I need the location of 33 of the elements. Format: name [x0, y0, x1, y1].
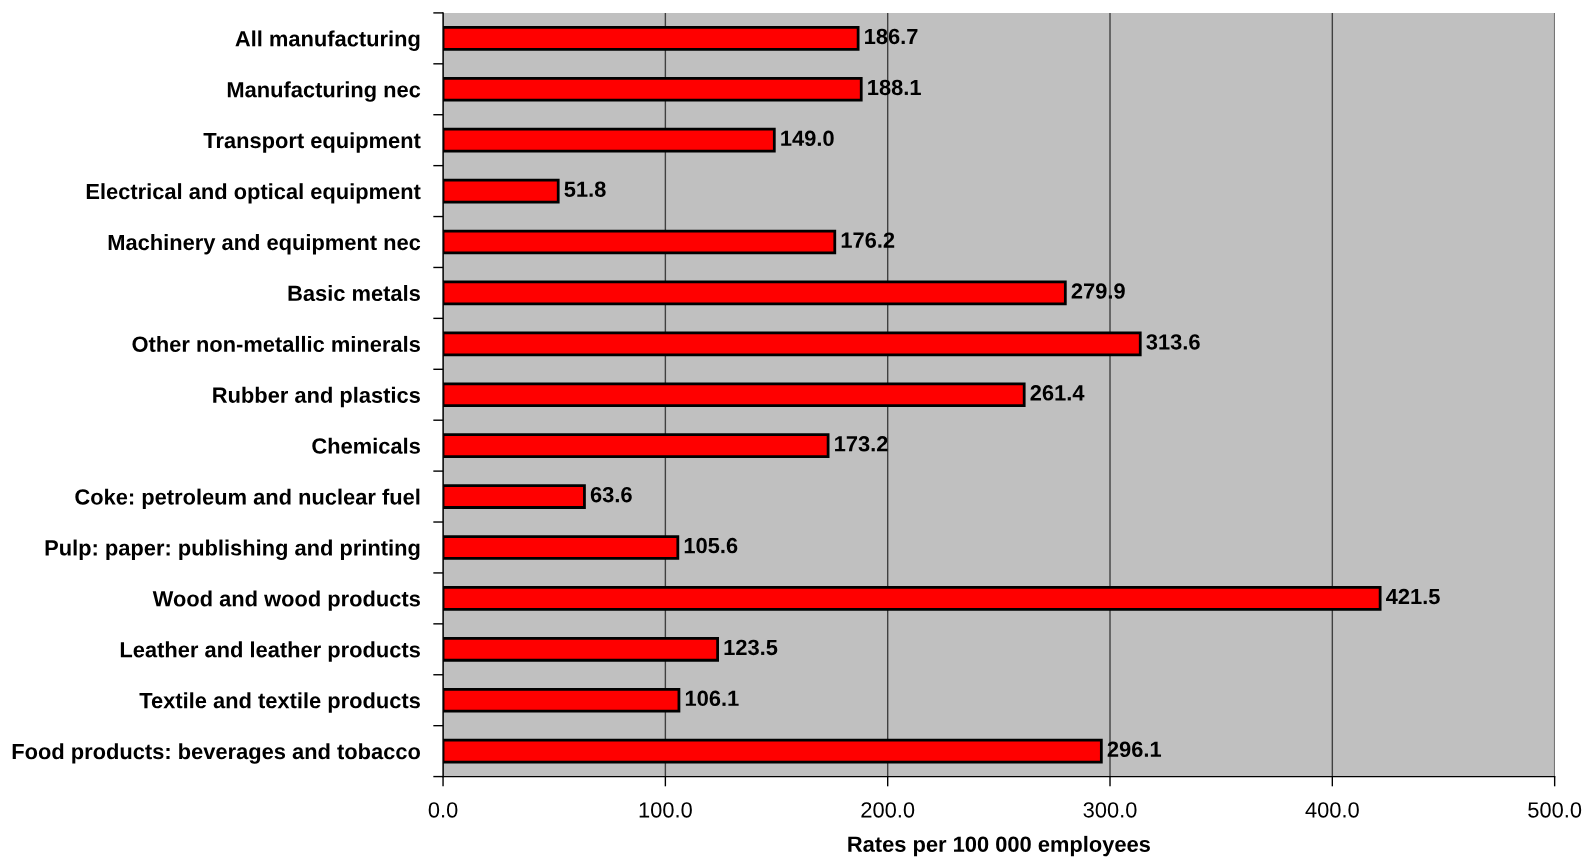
y-tick-label: Electrical and optical equipment: [86, 183, 421, 204]
x-axis-title: Rates per 100 000 employees: [848, 835, 1150, 857]
y-tick-label: Machinery and equipment nec: [108, 234, 421, 255]
y-tick-label: Chemicals: [312, 437, 420, 454]
data-label: 106.1: [685, 690, 739, 707]
data-label: 149.0: [781, 130, 834, 147]
y-tick-label: Basic metals: [288, 284, 420, 302]
y-tick-label: Textile and textile products: [139, 692, 420, 713]
x-tick-label: 500.0: [1528, 802, 1582, 818]
data-label: 105.6: [684, 537, 738, 554]
data-label: 63.6: [590, 486, 632, 503]
data-label: 279.9: [1071, 283, 1125, 299]
data-label: 313.6: [1146, 334, 1200, 350]
data-label: 261.4: [1030, 385, 1085, 401]
y-tick-label: Rubber and plastics: [213, 386, 420, 408]
y-tick-label: Food products: beverages and tobacco: [12, 743, 421, 764]
y-tick-label: Leather and leather products: [120, 641, 420, 662]
y-tick-label: All manufacturing: [235, 30, 420, 51]
x-tick-label: 0.0: [428, 802, 458, 818]
x-tick-label: 200.0: [861, 802, 915, 818]
data-label: 123.5: [724, 639, 778, 656]
y-tick-label: Wood and wood products: [152, 590, 420, 611]
x-tick-label: 100.0: [639, 802, 692, 818]
data-label: 421.5: [1386, 588, 1440, 605]
x-tick-label: 400.0: [1305, 802, 1359, 818]
y-tick-label: Transport equipment: [203, 132, 421, 153]
y-tick-label: Pulp: paper: publishing and printing: [45, 539, 420, 561]
y-tick-label: Manufacturing nec: [227, 81, 421, 102]
y-tick-label: Coke: petroleum and nuclear fuel: [75, 488, 420, 510]
data-label: 51.8: [564, 181, 606, 197]
data-label: 296.1: [1107, 741, 1162, 757]
x-tick-label: 300.0: [1083, 802, 1137, 818]
y-tick-label: Other non-metallic minerals: [132, 335, 420, 352]
